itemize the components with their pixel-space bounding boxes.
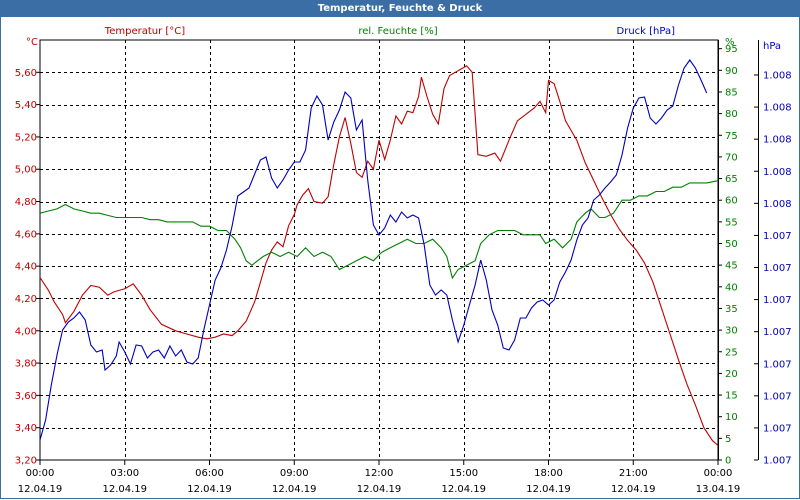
temperature-unit-label: °C bbox=[26, 37, 38, 48]
time-tick-label: 06:00 bbox=[195, 468, 224, 479]
temperature-axis: °C 3,20 3,40 3,60 3,80 4,00 4,20 4,40 4,60 4,80 5,… bbox=[15, 37, 40, 467]
humidity-tick-label: 15 bbox=[725, 391, 738, 402]
humidity-tick-label: 90 bbox=[725, 66, 738, 77]
humidity-tick-label: 5 bbox=[725, 434, 731, 445]
humidity-tick-label: 75 bbox=[725, 131, 738, 142]
temperature-tick-label: 4,80 bbox=[15, 197, 37, 208]
humidity-tick-label: 70 bbox=[725, 152, 738, 163]
date-tick-label: 12.04.19 bbox=[272, 484, 317, 495]
legend-item: rel. Feuchte [%] bbox=[358, 26, 437, 37]
humidity-tick-label: 30 bbox=[725, 326, 738, 337]
temperature-tick-label: 3,80 bbox=[15, 359, 37, 370]
temperature-tick-label: 4,20 bbox=[15, 294, 37, 305]
date-tick-label: 12.04.19 bbox=[18, 484, 63, 495]
temperature-tick-label: 4,40 bbox=[15, 262, 37, 273]
date-tick-label: 12.04.19 bbox=[611, 484, 656, 495]
time-tick-label: 18:00 bbox=[534, 468, 563, 479]
temperature-tick-label: 5,40 bbox=[15, 100, 37, 111]
pressure-tick-label: 1.007 bbox=[763, 263, 792, 274]
time-tick-label: 09:00 bbox=[280, 468, 309, 479]
humidity-tick-label: 25 bbox=[725, 347, 738, 358]
chart-series bbox=[39, 59, 719, 446]
date-tick-label: 13.04.19 bbox=[696, 484, 741, 495]
humidity-tick-label: 50 bbox=[725, 239, 738, 250]
series-line-temperature bbox=[39, 65, 719, 446]
pressure-tick-label: 1.007 bbox=[763, 423, 792, 434]
temperature-tick-label: 3,40 bbox=[15, 423, 37, 434]
date-tick-label: 12.04.19 bbox=[187, 484, 232, 495]
humidity-tick-label: 95 bbox=[725, 44, 738, 55]
legend-item: Druck [hPa] bbox=[617, 26, 676, 37]
pressure-tick-label: 1.007 bbox=[763, 391, 792, 402]
time-axis: 00:00 12.04.19 03:00 12.04.19 06:00 12.04.19 0… bbox=[18, 460, 741, 495]
humidity-tick-label: 20 bbox=[725, 369, 738, 380]
temperature-tick-label: 5,60 bbox=[15, 68, 37, 79]
pressure-tick-label: 1.007 bbox=[763, 295, 792, 306]
date-tick-label: 12.04.19 bbox=[441, 484, 486, 495]
temperature-tick-label: 5,20 bbox=[15, 132, 37, 143]
pressure-tick-label: 1.007 bbox=[763, 327, 792, 338]
pressure-axis: hPa 1.007 1.007 1.007 1.007 1.007 1.007 1.007 1.… bbox=[754, 40, 792, 467]
humidity-tick-label: 60 bbox=[725, 196, 738, 207]
time-tick-label: 03:00 bbox=[110, 468, 139, 479]
humidity-tick-label: 10 bbox=[725, 412, 738, 423]
date-tick-label: 12.04.19 bbox=[357, 484, 402, 495]
temperature-tick-label: 3,20 bbox=[15, 456, 37, 467]
humidity-unit-label: % bbox=[725, 37, 735, 48]
time-tick-label: 00:00 bbox=[26, 468, 55, 479]
time-tick-label: 15:00 bbox=[449, 468, 478, 479]
humidity-tick-label: 0 bbox=[725, 456, 731, 467]
pressure-tick-label: 1.008 bbox=[763, 71, 792, 82]
humidity-tick-label: 85 bbox=[725, 87, 738, 98]
time-tick-label: 21:00 bbox=[619, 468, 648, 479]
pressure-tick-label: 1.008 bbox=[763, 199, 792, 210]
humidity-axis: 0 5 10 15 20 25 30 35 40 45 50 55 60 65 70 75 80 85 90 95% bbox=[718, 37, 738, 467]
pressure-tick-label: 1.008 bbox=[763, 103, 792, 114]
humidity-tick-label: 55 bbox=[725, 217, 738, 228]
humidity-tick-label: 65 bbox=[725, 174, 738, 185]
chart-legend: Temperatur [°C] rel. Feuchte [%] Druck [hP… bbox=[104, 26, 675, 37]
humidity-tick-label: 40 bbox=[725, 282, 738, 293]
pressure-tick-label: 1.007 bbox=[763, 359, 792, 370]
legend-item: Temperatur [°C] bbox=[104, 26, 185, 37]
pressure-tick-label: 1.008 bbox=[763, 167, 792, 178]
pressure-tick-label: 1.008 bbox=[763, 135, 792, 146]
series-line-humidity bbox=[39, 180, 719, 280]
temperature-tick-label: 4,60 bbox=[15, 229, 37, 240]
humidity-tick-label: 45 bbox=[725, 261, 738, 272]
chart-grid bbox=[39, 39, 719, 461]
humidity-tick-label: 35 bbox=[725, 304, 738, 315]
date-tick-label: 12.04.19 bbox=[526, 484, 571, 495]
series-line-pressure bbox=[39, 59, 708, 441]
temperature-tick-label: 3,60 bbox=[15, 391, 37, 402]
time-tick-label: 12:00 bbox=[365, 468, 394, 479]
date-tick-label: 12.04.19 bbox=[102, 484, 147, 495]
temperature-tick-label: 4,00 bbox=[15, 326, 37, 337]
window-title: Temperatur, Feuchte & Druck bbox=[317, 3, 483, 14]
humidity-tick-label: 80 bbox=[725, 109, 738, 120]
pressure-unit-label: hPa bbox=[763, 41, 781, 52]
window-titlebar: Temperatur, Feuchte & Druck bbox=[0, 0, 800, 17]
pressure-tick-label: 1.007 bbox=[763, 231, 792, 242]
time-tick-label: 00:00 bbox=[704, 468, 733, 479]
pressure-tick-label: 1.007 bbox=[763, 456, 792, 467]
temperature-tick-label: 5,00 bbox=[15, 165, 37, 176]
